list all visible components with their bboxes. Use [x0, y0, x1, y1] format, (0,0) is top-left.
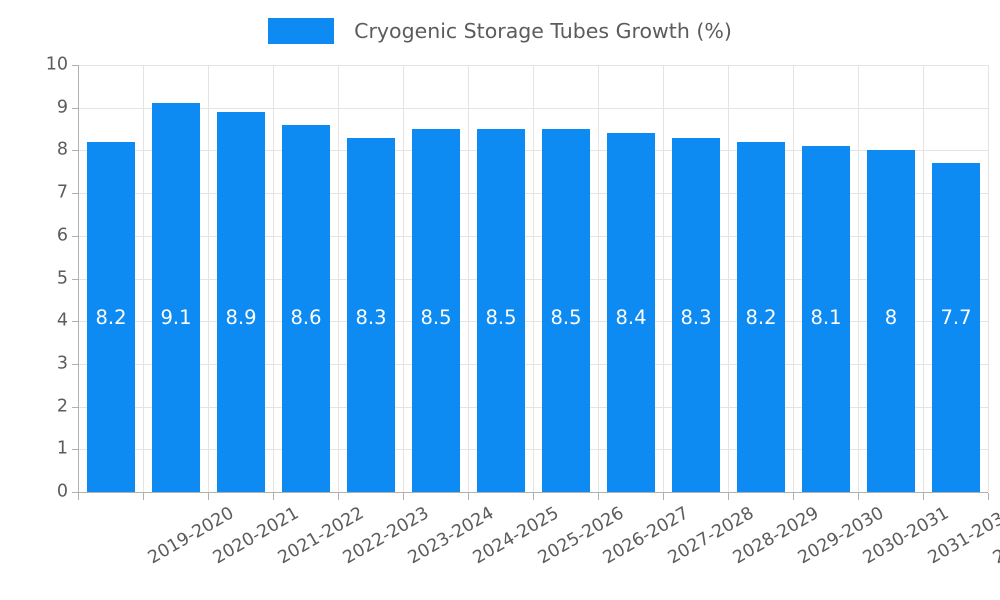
bar[interactable]: 8.9 [217, 111, 265, 492]
bar-value-label: 8.6 [290, 306, 322, 329]
y-axis-tick-mark [72, 406, 78, 408]
x-axis-tick-mark [273, 493, 274, 500]
gridline-vertical [793, 65, 794, 492]
bar[interactable]: 8.5 [542, 129, 590, 492]
y-axis-tick-mark [72, 193, 78, 195]
y-axis-tick-label: 10 [45, 54, 68, 75]
y-axis-tick-label: 3 [56, 353, 68, 374]
y-axis-tick-mark [72, 492, 78, 493]
y-axis-tick-mark [72, 65, 78, 66]
y-axis-tick-label: 0 [56, 481, 68, 502]
bar[interactable]: 7.7 [932, 163, 980, 492]
y-axis-tick-label: 9 [56, 96, 68, 117]
gridline-vertical [923, 65, 924, 492]
plot-area: 8.2 9.1 8.9 8.6 8.3 8.5 8.5 8.5 8.4 8.3 8.2 8.1 8 7.7 [78, 65, 989, 493]
gridline-vertical [403, 65, 404, 492]
y-axis-tick-mark [72, 278, 78, 280]
gridline-vertical [988, 65, 989, 492]
chart-legend: Cryogenic Storage Tubes Growth (%) [0, 10, 1000, 52]
legend-color-swatch-icon [268, 18, 335, 44]
gridline-vertical [533, 65, 534, 492]
y-axis-tick-mark [72, 235, 78, 237]
bar[interactable]: 8.6 [282, 124, 330, 492]
y-axis: 0 1 2 3 4 5 6 7 8 9 10 [0, 0, 78, 600]
bar-value-label: 8 [884, 306, 898, 329]
gridline-vertical [728, 65, 729, 492]
y-axis-tick-mark [72, 363, 78, 365]
x-axis-tick-mark [78, 493, 79, 500]
gridline-vertical [338, 65, 339, 492]
x-axis-tick-mark [988, 493, 989, 500]
y-axis-tick-label: 8 [56, 139, 68, 160]
y-axis-tick-label: 5 [56, 267, 68, 288]
y-axis-tick-mark [72, 107, 78, 109]
bar[interactable]: 8.5 [477, 129, 525, 492]
x-axis-tick-mark [663, 493, 664, 500]
bar-value-label: 8.2 [745, 306, 777, 329]
bar-value-label: 8.3 [355, 306, 387, 329]
bar[interactable]: 8.4 [607, 133, 655, 492]
bar[interactable]: 8.2 [737, 141, 785, 492]
x-axis-tick-mark [208, 493, 209, 500]
y-axis-tick-mark [72, 150, 78, 152]
bar-value-label: 8.4 [615, 306, 647, 329]
x-axis-tick-mark [793, 493, 794, 500]
bar-value-label: 8.3 [680, 306, 712, 329]
bar-value-label: 9.1 [160, 306, 192, 329]
bar-value-label: 7.7 [940, 306, 972, 329]
x-axis-spine [78, 492, 988, 493]
y-axis-tick-label: 7 [56, 182, 68, 203]
x-axis-tick-mark [598, 493, 599, 500]
x-axis-tick-mark [143, 493, 144, 500]
bar-value-label: 8.2 [95, 306, 127, 329]
x-axis-tick-mark [403, 493, 404, 500]
bar[interactable]: 8.3 [672, 137, 720, 492]
bar-value-label: 8.1 [810, 306, 842, 329]
x-axis-tick-mark [468, 493, 469, 500]
bar[interactable]: 8.5 [412, 129, 460, 492]
y-axis-tick-mark [72, 321, 78, 323]
x-axis-tick-mark [923, 493, 924, 500]
y-axis-tick-label: 1 [56, 438, 68, 459]
bar-value-label: 8.5 [485, 306, 517, 329]
x-axis-tick-mark [338, 493, 339, 500]
bar-value-label: 8.5 [550, 306, 582, 329]
x-axis-tick-mark [728, 493, 729, 500]
bar[interactable]: 8.2 [87, 141, 135, 492]
gridline-vertical [273, 65, 274, 492]
x-axis-tick-mark [533, 493, 534, 500]
gridline-vertical [598, 65, 599, 492]
gridline-vertical [208, 65, 209, 492]
bar[interactable]: 9.1 [152, 103, 200, 492]
bar[interactable]: 8.1 [802, 146, 850, 492]
y-axis-tick-mark [72, 449, 78, 451]
gridline-vertical [468, 65, 469, 492]
y-axis-tick-label: 2 [56, 395, 68, 416]
bar[interactable]: 8 [867, 150, 915, 492]
gridline-vertical [858, 65, 859, 492]
legend-item-cryogenic-storage-tubes-growth[interactable]: Cryogenic Storage Tubes Growth (%) [268, 18, 732, 44]
y-axis-spine [78, 65, 79, 493]
x-axis-tick-mark [858, 493, 859, 500]
gridline-vertical [143, 65, 144, 492]
bar-value-label: 8.9 [225, 306, 257, 329]
gridline-vertical [663, 65, 664, 492]
bar[interactable]: 8.3 [347, 137, 395, 492]
legend-item-label: Cryogenic Storage Tubes Growth (%) [354, 18, 732, 43]
y-axis-tick-label: 6 [56, 225, 68, 246]
bar-value-label: 8.5 [420, 306, 452, 329]
y-axis-tick-label: 4 [56, 310, 68, 331]
